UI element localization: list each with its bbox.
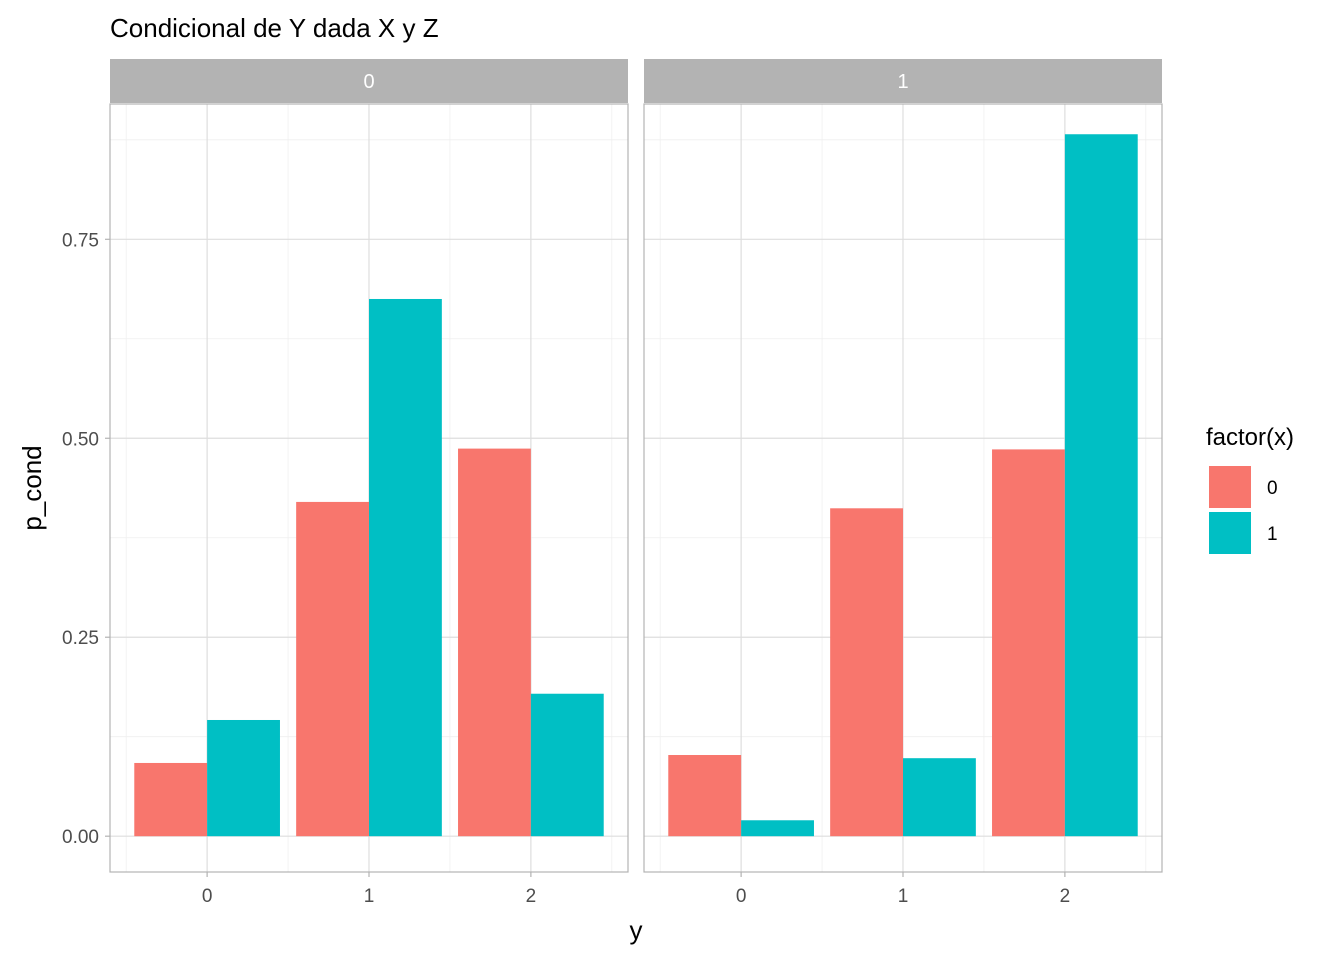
bar-facet0-x0-y0 — [134, 762, 208, 837]
legend-label-1: 1 — [1267, 524, 1278, 545]
legend-title: factor(x) — [1206, 424, 1294, 451]
facet-panel-0: 0 0 1 2 — [109, 59, 629, 907]
facet-strip-label: 0 — [363, 71, 374, 93]
bar-facet0-x1-y1 — [369, 298, 442, 837]
bar-facet1-x0-y0 — [668, 755, 742, 837]
x-tick-label: 1 — [364, 886, 375, 907]
x-tick-label: 0 — [202, 886, 213, 907]
facet-panels: 0 0 1 2 1 0 1 2 — [109, 59, 1163, 907]
legend-key-0 — [1209, 466, 1251, 508]
chart-title: Condicional de Y dada X y Z — [110, 13, 439, 43]
facet-strip-label: 1 — [897, 71, 908, 93]
facet-panel-1: 1 0 1 2 — [643, 59, 1163, 907]
y-axis: 0.00 0.25 0.50 0.75 — [62, 230, 110, 848]
y-tick-label: 0.25 — [62, 628, 99, 649]
y-tick-label: 0.50 — [62, 429, 99, 450]
y-tick-label: 0.75 — [62, 230, 99, 251]
bar-facet1-x1-y2 — [1064, 134, 1138, 837]
x-tick-label: 0 — [736, 886, 747, 907]
bar-facet1-x1-y1 — [903, 758, 976, 837]
facet-strip-0 — [110, 59, 628, 103]
x-tick-label: 2 — [526, 886, 537, 907]
legend-label-0: 0 — [1267, 478, 1278, 499]
bar-facet1-x1-y0 — [741, 820, 814, 837]
legend: factor(x) 0 1 — [1206, 424, 1294, 554]
panel-border — [109, 103, 629, 873]
bar-facet0-x1-y2 — [530, 693, 604, 837]
x-tick-label: 1 — [898, 886, 909, 907]
y-tick-label: 0.00 — [62, 827, 99, 848]
bar-facet1-x0-y1 — [830, 508, 903, 837]
legend-key-1 — [1209, 512, 1251, 554]
y-axis-title: p_cond — [17, 445, 47, 530]
x-axis-title: y — [630, 915, 643, 945]
bar-facet0-x1-y0 — [207, 719, 280, 837]
panel-border — [643, 103, 1163, 873]
facet-strip-1 — [644, 59, 1162, 103]
bar-facet0-x0-y1 — [296, 501, 369, 837]
x-tick-label: 2 — [1060, 886, 1071, 907]
bar-facet1-x0-y2 — [992, 449, 1065, 837]
bar-facet0-x0-y2 — [458, 448, 531, 837]
